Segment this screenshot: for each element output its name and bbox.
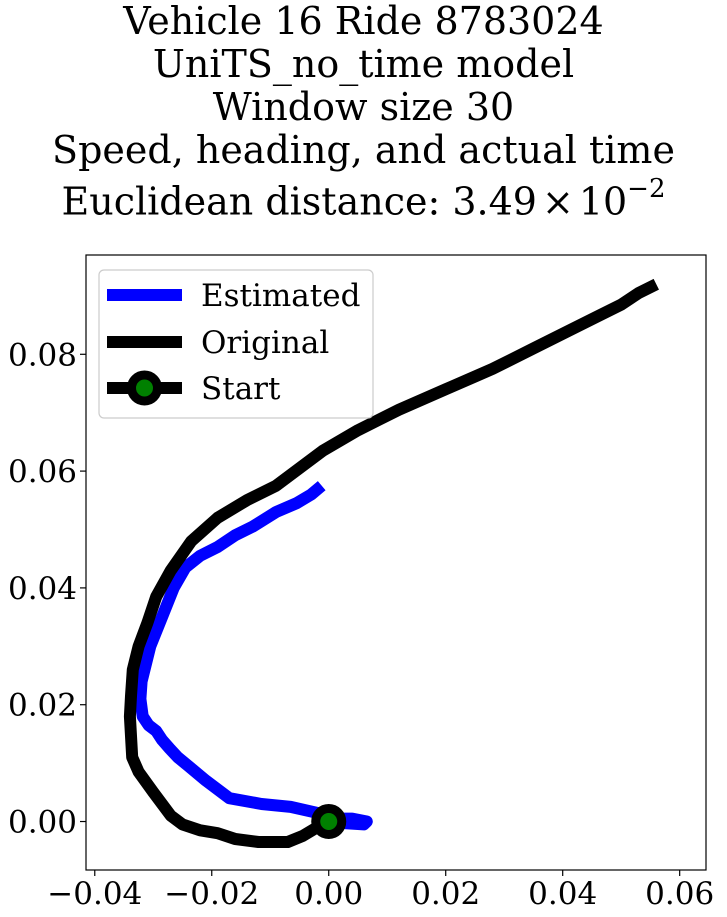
x-axis: −0.04 −0.02 0.00 0.02 0.04 0.06 <box>47 870 714 912</box>
series-original-line <box>123 278 659 848</box>
title-line-distance: Euclidean distance: 3.49 × 10−2 <box>0 172 727 223</box>
title-line-vehicle: Vehicle 16 Ride 8783024 <box>123 0 604 43</box>
distance-times: × <box>541 179 574 224</box>
start-marker <box>311 804 347 840</box>
y-tick-label: 0.04 <box>8 571 77 607</box>
distance-prefix: Euclidean distance: <box>61 179 453 224</box>
legend-box <box>98 269 374 419</box>
plot-frame <box>85 254 707 871</box>
x-tick-label: −0.04 <box>47 876 142 912</box>
series-layer <box>123 278 659 848</box>
x-tick-label: 0.06 <box>645 876 714 912</box>
x-tick-label: 0.04 <box>528 876 597 912</box>
y-axis: 0.00 0.02 0.04 0.06 0.08 <box>8 337 86 841</box>
x-tick-label: −0.02 <box>164 876 259 912</box>
chart-title: Vehicle 16 Ride 8783024 UniTS_no_time mo… <box>0 0 727 223</box>
x-tick-label: 0.02 <box>411 876 480 912</box>
y-tick-label: 0.02 <box>8 688 77 724</box>
y-tick-label: 0.06 <box>8 454 77 490</box>
title-line-window: Window size 30 <box>212 85 515 129</box>
legend-start-marker <box>127 370 162 406</box>
legend-start-label: Start <box>201 371 281 407</box>
x-tick-label: 0.00 <box>294 876 363 912</box>
legend-estimated-label: Estimated <box>201 278 360 314</box>
distance-exponent: −2 <box>627 174 666 204</box>
y-tick-label: 0.08 <box>8 337 77 373</box>
distance-base: 10 <box>578 179 628 224</box>
title-line-model: UniTS_no_time model <box>152 42 575 86</box>
legend: Estimated Original Start <box>98 269 374 419</box>
legend-original-label: Original <box>201 325 329 361</box>
y-tick-label: 0.00 <box>8 805 77 841</box>
distance-mantissa: 3.49 <box>452 179 537 224</box>
title-line-features: Speed, heading, and actual time <box>52 128 675 172</box>
series-estimated-line <box>134 481 373 831</box>
